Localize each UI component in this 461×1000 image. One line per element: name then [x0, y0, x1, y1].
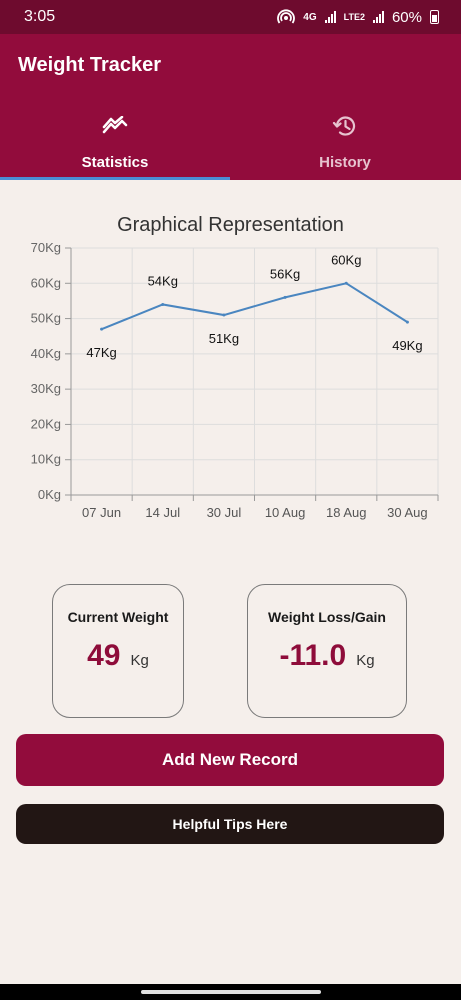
x-tick-label: 07 Jun — [82, 505, 121, 520]
battery-icon — [430, 10, 439, 24]
tab-history[interactable]: History — [230, 104, 460, 180]
data-point — [283, 295, 287, 299]
chart-title: Graphical Representation — [117, 214, 344, 236]
network-type: 4G — [303, 11, 317, 23]
signal-icon — [324, 11, 336, 23]
status-icons: 4G LTE2 60% — [277, 9, 439, 26]
network-type-2: LTE2 — [343, 12, 365, 22]
x-tick-label: 18 Aug — [326, 505, 367, 520]
current-weight-card: Current Weight 49 Kg — [52, 584, 184, 718]
home-handle[interactable] — [141, 990, 321, 994]
signal-icon-2 — [372, 11, 384, 23]
current-weight-value: 49 — [87, 639, 121, 672]
system-nav-bar — [0, 984, 461, 1000]
x-tick-label: 14 Jul — [145, 505, 180, 520]
data-label: 60Kg — [331, 252, 361, 267]
tab-statistics-label: Statistics — [81, 154, 149, 171]
weight-change-unit: Kg — [356, 652, 375, 669]
hotspot-icon — [277, 9, 296, 24]
status-bar: 3:05 4G LTE2 60% — [0, 0, 461, 34]
y-tick-label: 70Kg — [31, 240, 61, 255]
weight-chart: 0Kg 10Kg 20Kg 30Kg 40Kg 50Kg 60Kg 70Kg 07 Jun 14 … — [31, 240, 439, 520]
weight-change-label: Weight Loss/Gain — [268, 609, 386, 625]
data-point — [405, 320, 409, 324]
x-tick-label: 30 Jul — [207, 505, 242, 520]
y-tick-label: 60Kg — [31, 275, 61, 290]
status-time: 3:05 — [24, 8, 56, 25]
current-weight-label: Current Weight — [67, 609, 169, 625]
app-title: Weight Tracker — [18, 54, 162, 76]
data-label: 54Kg — [148, 273, 178, 288]
x-tick-label: 30 Aug — [387, 505, 428, 520]
tab-statistics[interactable]: Statistics — [0, 104, 230, 180]
data-point — [344, 281, 348, 285]
data-label: 47Kg — [86, 345, 116, 360]
y-tick-label: 10Kg — [31, 452, 61, 467]
history-icon — [332, 110, 358, 142]
data-point — [222, 313, 226, 317]
y-tick-label: 20Kg — [31, 416, 61, 431]
battery-percent: 60% — [391, 8, 422, 26]
data-point — [161, 302, 165, 306]
current-weight-unit: Kg — [130, 652, 149, 669]
weight-change-card: Weight Loss/Gain -11.0 Kg — [247, 584, 407, 718]
tab-history-label: History — [319, 154, 371, 171]
add-new-record-button[interactable]: Add New Record — [16, 734, 444, 786]
trending-icon — [102, 110, 128, 142]
x-tick-label: 10 Aug — [265, 505, 306, 520]
data-point — [100, 327, 104, 331]
data-label: 49Kg — [392, 338, 422, 353]
weight-change-value: -11.0 — [279, 639, 347, 672]
data-label: 51Kg — [209, 331, 239, 346]
series-line — [101, 282, 408, 331]
helpful-tips-button[interactable]: Helpful Tips Here — [16, 804, 444, 844]
y-tick-label: 40Kg — [31, 346, 61, 361]
y-tick-label: 0Kg — [38, 487, 61, 502]
app-bar: Weight Tracker Statistics History — [0, 34, 461, 180]
tab-indicator — [0, 177, 230, 180]
y-tick-label: 50Kg — [31, 311, 61, 326]
data-label: 56Kg — [270, 266, 300, 281]
y-tick-label: 30Kg — [31, 381, 61, 396]
